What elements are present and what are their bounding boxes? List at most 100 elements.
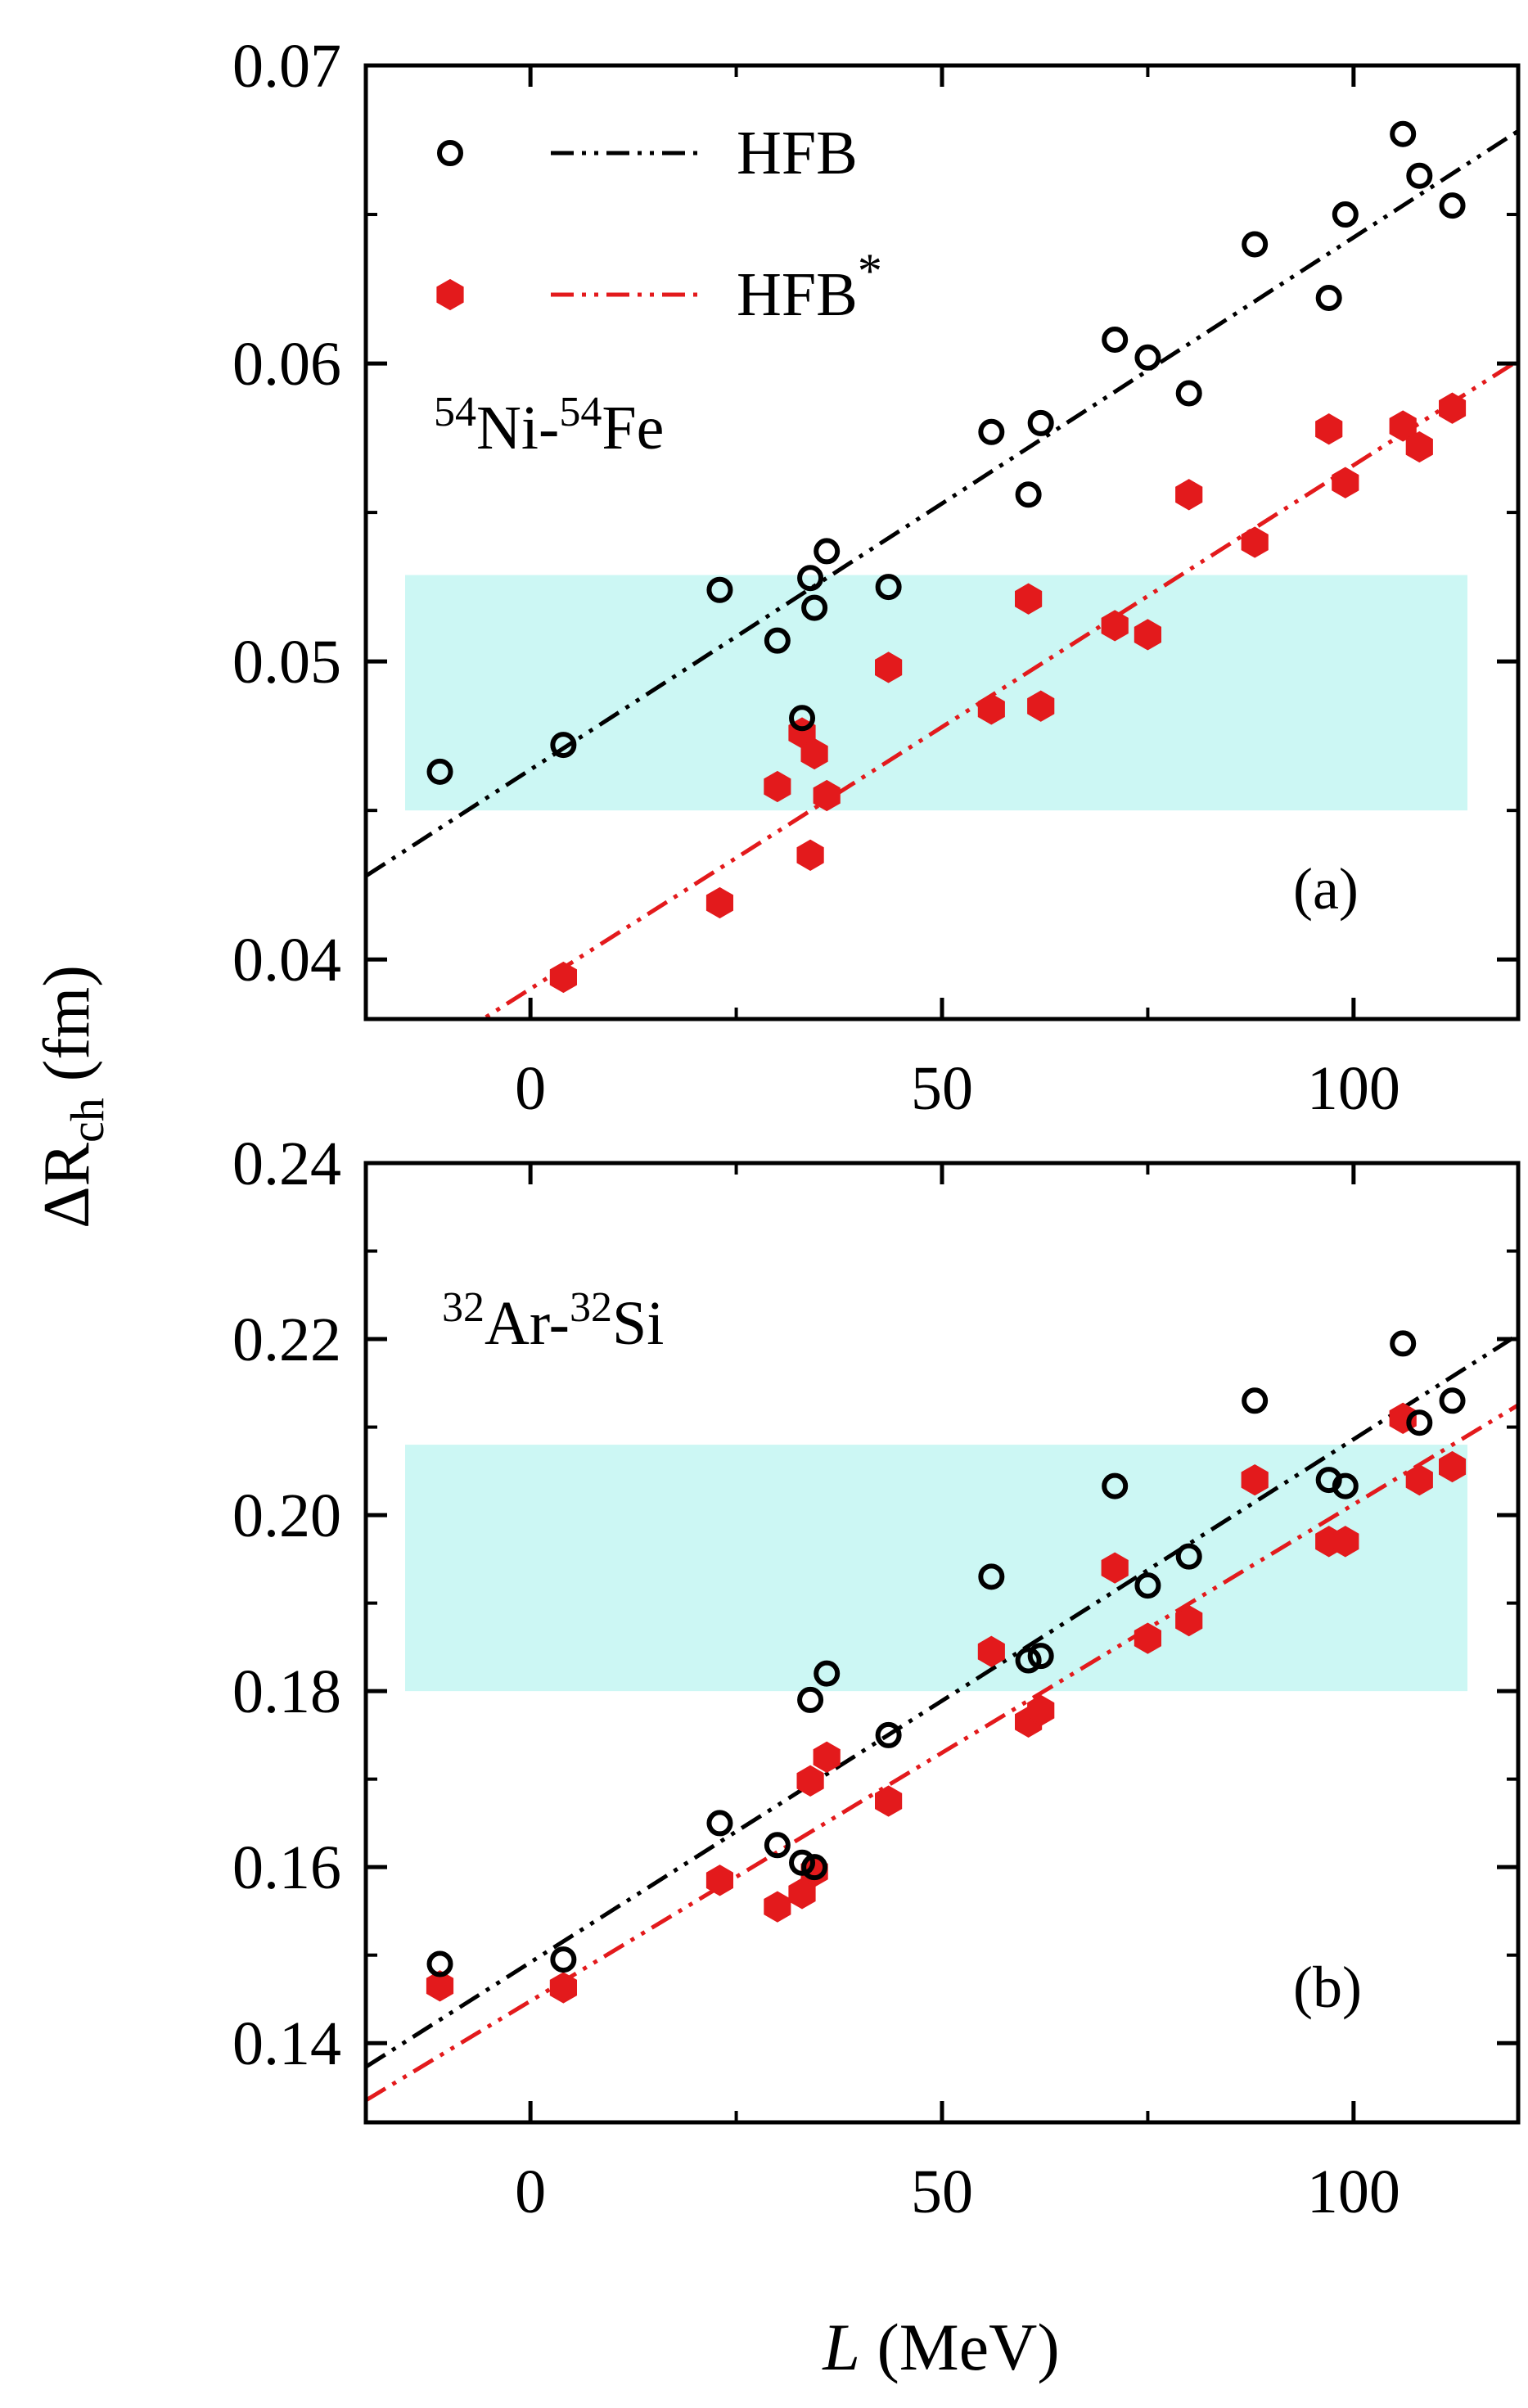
point-hfb-star	[813, 779, 841, 812]
point-hfb-star	[1015, 583, 1043, 615]
point-hfb	[426, 758, 453, 785]
annotation-ar-si-mass-1: 32	[442, 1284, 485, 1331]
point-hfb	[1390, 120, 1417, 147]
point-hfb-star	[977, 1635, 1005, 1667]
y-tick-label: 0.06	[232, 330, 341, 399]
point-hfb-star	[1315, 413, 1343, 445]
annotation-ni-fe-mass-1: 54	[434, 389, 476, 435]
point-hfb	[1015, 481, 1042, 508]
point-hfb	[1175, 380, 1202, 407]
legend: HFB HFB*	[436, 119, 882, 329]
legend-label-hfb: HFB	[737, 119, 858, 187]
point-hfb-star	[426, 1970, 454, 2002]
experimental-band	[405, 1445, 1467, 1692]
point-hfb	[1332, 1472, 1359, 1499]
point-hfb	[1134, 344, 1161, 371]
point-hfb	[550, 1946, 577, 1973]
point-hfb-star	[549, 961, 577, 994]
point-hfb-star	[1027, 1694, 1055, 1726]
y-axis-title-unit: (fm)	[31, 965, 103, 1098]
y-tick-label: 0.22	[232, 1305, 341, 1374]
point-hfb-star	[1389, 410, 1417, 442]
point-hfb-star	[1101, 610, 1129, 642]
point-hfb	[1175, 1543, 1202, 1570]
point-hfb-star	[1027, 690, 1055, 722]
point-hfb	[1134, 1572, 1161, 1599]
point-hfb	[801, 594, 828, 621]
legend-label-hfb-star-sup: *	[858, 244, 882, 298]
y-tick-label: 0.20	[232, 1481, 341, 1550]
point-hfb	[1406, 162, 1433, 189]
point-hfb	[1439, 1387, 1466, 1414]
annotation-ar-si-el-2: Si	[612, 1289, 664, 1358]
point-hfb	[978, 1563, 1005, 1590]
annotation-ni-fe-el-2: Fe	[602, 394, 664, 462]
point-hfb	[789, 1849, 816, 1876]
y-tick-label: 0.16	[232, 1833, 341, 1902]
point-hfb	[1390, 1330, 1417, 1357]
panel-label-b: (b)	[1293, 1955, 1362, 2020]
point-hfb-star	[1175, 479, 1203, 511]
y-tick-label: 0.05	[232, 628, 341, 697]
point-hfb	[764, 627, 791, 654]
y-tick-label: 0.14	[232, 2009, 341, 2078]
point-hfb	[797, 1686, 824, 1713]
point-hfb-star	[1134, 1622, 1161, 1654]
panel-b: 0 50 100 0.14 0.16 0.18 0.20 0.22 0.24 (b) 32Ar-…	[232, 1130, 1521, 2226]
y-tick-label: 0.18	[232, 1657, 341, 1726]
legend-label-hfb-star: HFB*	[737, 244, 882, 329]
point-hfb	[1439, 192, 1466, 219]
y-tick-label: 0.24	[232, 1130, 341, 1198]
experimental-band	[405, 575, 1467, 811]
ticks-b: 0 50 100 0.14 0.16 0.18 0.20 0.22 0.24	[232, 1130, 1518, 2226]
point-hfb	[1015, 1647, 1042, 1674]
legend-marker-hfb-star	[436, 278, 464, 311]
point-hfb-star	[1134, 619, 1161, 651]
annotation-ar-si-mass-2: 32	[570, 1284, 612, 1331]
point-hfb	[706, 1810, 733, 1837]
point-hfb	[706, 576, 733, 603]
point-hfb-star	[813, 1741, 841, 1773]
y-axis-title: ΔRch (fm)	[31, 965, 114, 1229]
y-tick-label: 0.04	[232, 926, 341, 994]
x-tick-label: 0	[515, 1054, 546, 1123]
point-hfb-star	[800, 737, 828, 770]
point-hfb-star	[1405, 431, 1433, 463]
point-hfb	[1027, 409, 1054, 436]
x-axis-title: L (MeV)	[822, 2310, 1059, 2384]
data-points-a	[426, 120, 1467, 994]
legend-marker-hfb	[437, 140, 463, 166]
legend-label-hfb-star-base: HFB	[737, 260, 858, 329]
y-axis-title-sub: ch	[61, 1098, 114, 1143]
point-hfb-star	[705, 1865, 733, 1896]
annotation-ar-si-el-1: Ar-	[485, 1289, 570, 1358]
point-hfb	[789, 705, 816, 732]
point-hfb-star	[1241, 526, 1269, 558]
x-tick-label: 100	[1307, 2158, 1400, 2226]
fit-line-hfb	[366, 1333, 1518, 2069]
point-hfb-star	[1439, 1450, 1467, 1483]
point-hfb-star	[1405, 1463, 1433, 1496]
point-hfb	[1242, 1387, 1269, 1414]
annotation-ni-fe-el-1: Ni-	[476, 394, 559, 462]
x-tick-label: 50	[911, 2158, 973, 2226]
point-hfb	[814, 1660, 841, 1687]
point-hfb	[797, 565, 824, 592]
data-points-b	[426, 1330, 1467, 2004]
point-hfb	[426, 1950, 453, 1977]
point-hfb	[875, 1721, 902, 1748]
point-hfb-star	[1439, 392, 1467, 424]
point-hfb	[978, 418, 1005, 445]
point-hfb	[1332, 201, 1359, 228]
y-tick-label: 0.07	[232, 32, 341, 101]
point-hfb-star	[764, 770, 791, 803]
point-hfb	[1102, 1472, 1129, 1499]
annotation-ar-si: 32Ar-32Si	[442, 1284, 664, 1358]
point-hfb	[1315, 284, 1342, 311]
x-tick-label: 100	[1307, 1054, 1400, 1123]
point-hfb	[764, 1832, 791, 1859]
y-axis-title-main: ΔR	[31, 1142, 103, 1228]
point-hfb	[1406, 1409, 1433, 1436]
